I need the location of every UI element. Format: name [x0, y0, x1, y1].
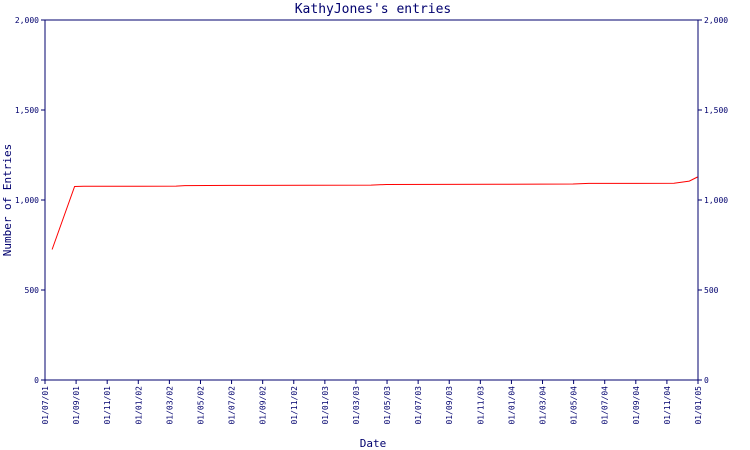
y-tick-label-left: 1,500: [15, 106, 39, 115]
series-line: [51, 176, 698, 250]
x-tick-label: 01/01/02: [134, 386, 143, 425]
y-tick-label-left: 500: [25, 286, 40, 295]
x-tick-label: 01/05/04: [570, 386, 579, 425]
x-tick-label: 01/09/02: [259, 386, 268, 425]
x-tick-label: 01/09/01: [72, 386, 81, 425]
y-tick-label-left: 1,000: [15, 196, 39, 205]
x-tick-label: 01/07/04: [601, 386, 610, 425]
x-tick-label: 01/09/03: [445, 386, 454, 425]
x-tick-label: 01/01/05: [694, 386, 703, 425]
y-tick-label-right: 1,500: [704, 106, 728, 115]
y-axis-label: Number of Entries: [1, 144, 14, 257]
x-tick-label: 01/03/02: [165, 386, 174, 425]
x-axis-label: Date: [360, 437, 387, 450]
x-tick-label: 01/11/03: [476, 386, 485, 425]
y-tick-label-right: 1,000: [704, 196, 728, 205]
x-ticks: 01/07/01 01/09/01 01/11/01 01/01/02 01/03/02…: [41, 380, 703, 425]
x-tick-label: 01/07/02: [228, 386, 237, 425]
plot-frame: [44, 19, 699, 381]
x-tick-label: 01/05/02: [196, 386, 205, 425]
x-tick-label: 01/01/04: [507, 386, 516, 425]
x-tick-label: 01/11/02: [290, 386, 299, 425]
x-tick-label: 01/03/03: [352, 386, 361, 425]
y-tick-label-right: 500: [704, 286, 719, 295]
chart-title: KathyJones's entries: [295, 2, 452, 17]
x-tick-label: 01/05/03: [383, 386, 392, 425]
y-tick-label-right: 2,000: [704, 16, 728, 25]
y-ticks: 0 0 500 500 1,000 1,000 1,500 1,500 2,000 2,000: [15, 16, 728, 385]
y-tick-label-left: 2,000: [15, 16, 39, 25]
x-tick-label: 01/07/01: [41, 386, 50, 425]
x-tick-label: 01/03/04: [539, 386, 548, 425]
x-tick-label: 01/09/04: [632, 386, 641, 425]
x-tick-label: 01/11/01: [103, 386, 112, 425]
x-tick-label: 01/11/04: [663, 386, 672, 425]
y-tick-label-right: 0: [704, 376, 709, 385]
series-layer: [51, 176, 698, 250]
x-tick-label: 01/07/03: [414, 386, 423, 425]
y-tick-label-left: 0: [34, 376, 39, 385]
x-tick-label: 01/01/03: [321, 386, 330, 425]
